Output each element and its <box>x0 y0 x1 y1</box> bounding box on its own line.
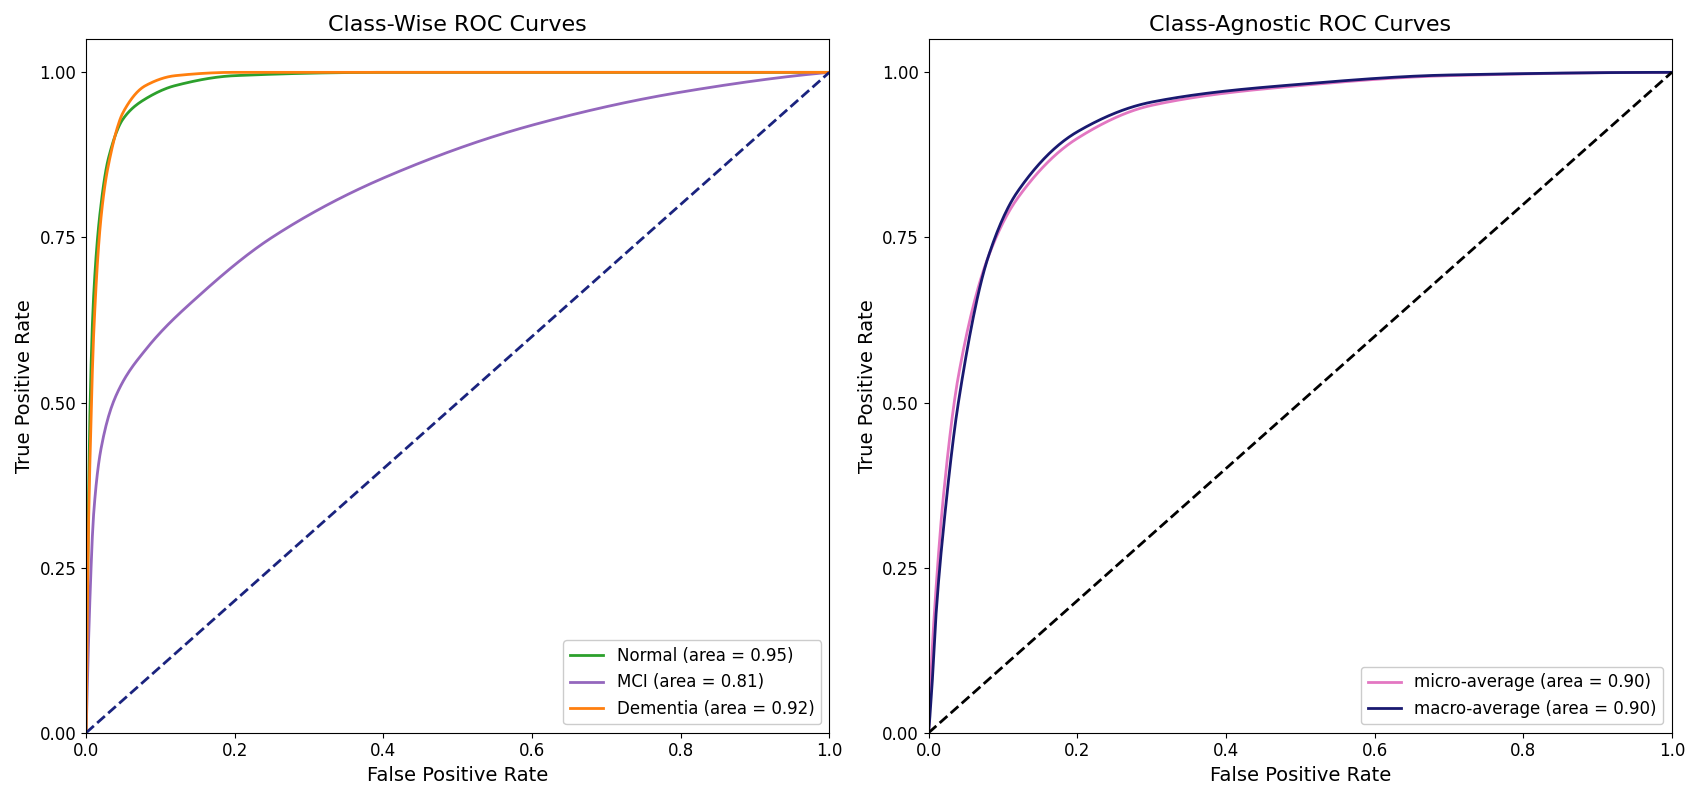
macro-average (area = 0.90) <box>1414 71 1435 81</box>
Dementia (area = 0.92) <box>76 728 97 738</box>
Normal (area = 0.95) <box>76 728 97 738</box>
MCI (area = 0.81) <box>573 107 593 117</box>
Normal (area = 0.95) <box>207 72 228 82</box>
macro-average (area = 0.90) <box>1661 67 1681 77</box>
micro-average (area = 0.90) <box>918 728 938 738</box>
Line: micro-average (area = 0.90): micro-average (area = 0.90) <box>928 72 1671 733</box>
Dementia (area = 0.92) <box>413 67 434 77</box>
Dementia (area = 0.92) <box>819 67 840 77</box>
micro-average (area = 0.90) <box>1477 70 1498 79</box>
Dementia (area = 0.92) <box>269 67 289 77</box>
Title: Class-Agnostic ROC Curves: Class-Agnostic ROC Curves <box>1149 15 1452 35</box>
micro-average (area = 0.90) <box>1051 146 1071 156</box>
Title: Class-Wise ROC Curves: Class-Wise ROC Curves <box>328 15 586 35</box>
micro-average (area = 0.90) <box>1414 72 1435 82</box>
macro-average (area = 0.90) <box>1255 82 1275 92</box>
Normal (area = 0.95) <box>267 70 287 79</box>
MCI (area = 0.81) <box>207 274 228 284</box>
Dementia (area = 0.92) <box>638 67 658 77</box>
Dementia (area = 0.92) <box>515 67 536 77</box>
Normal (area = 0.95) <box>638 67 658 77</box>
Y-axis label: True Positive Rate: True Positive Rate <box>15 299 34 473</box>
Dementia (area = 0.92) <box>207 68 228 78</box>
Normal (area = 0.95) <box>374 67 394 77</box>
Normal (area = 0.95) <box>819 67 840 77</box>
Dementia (area = 0.92) <box>224 67 245 77</box>
macro-average (area = 0.90) <box>1051 139 1071 149</box>
Normal (area = 0.95) <box>573 67 593 77</box>
macro-average (area = 0.90) <box>1110 106 1131 116</box>
micro-average (area = 0.90) <box>1357 75 1377 85</box>
Line: Normal (area = 0.95): Normal (area = 0.95) <box>87 72 830 733</box>
MCI (area = 0.81) <box>819 67 840 77</box>
X-axis label: False Positive Rate: False Positive Rate <box>367 766 549 785</box>
Line: Dementia (area = 0.92): Dementia (area = 0.92) <box>87 72 830 733</box>
Normal (area = 0.95) <box>413 67 434 77</box>
Line: MCI (area = 0.81): MCI (area = 0.81) <box>87 72 830 733</box>
Y-axis label: True Positive Rate: True Positive Rate <box>857 299 877 473</box>
MCI (area = 0.81) <box>267 230 287 239</box>
Legend: micro-average (area = 0.90), macro-average (area = 0.90): micro-average (area = 0.90), macro-avera… <box>1362 666 1664 724</box>
macro-average (area = 0.90) <box>1357 74 1377 84</box>
Line: macro-average (area = 0.90): macro-average (area = 0.90) <box>928 72 1671 733</box>
Dementia (area = 0.92) <box>573 67 593 77</box>
MCI (area = 0.81) <box>411 157 432 166</box>
MCI (area = 0.81) <box>513 122 534 132</box>
MCI (area = 0.81) <box>76 728 97 738</box>
MCI (area = 0.81) <box>636 94 656 103</box>
Normal (area = 0.95) <box>515 67 536 77</box>
micro-average (area = 0.90) <box>1661 67 1681 77</box>
macro-average (area = 0.90) <box>1477 70 1498 79</box>
micro-average (area = 0.90) <box>1110 111 1131 121</box>
X-axis label: False Positive Rate: False Positive Rate <box>1210 766 1391 785</box>
micro-average (area = 0.90) <box>1255 84 1275 94</box>
Legend: Normal (area = 0.95), MCI (area = 0.81), Dementia (area = 0.92): Normal (area = 0.95), MCI (area = 0.81),… <box>563 640 821 724</box>
macro-average (area = 0.90) <box>918 728 938 738</box>
